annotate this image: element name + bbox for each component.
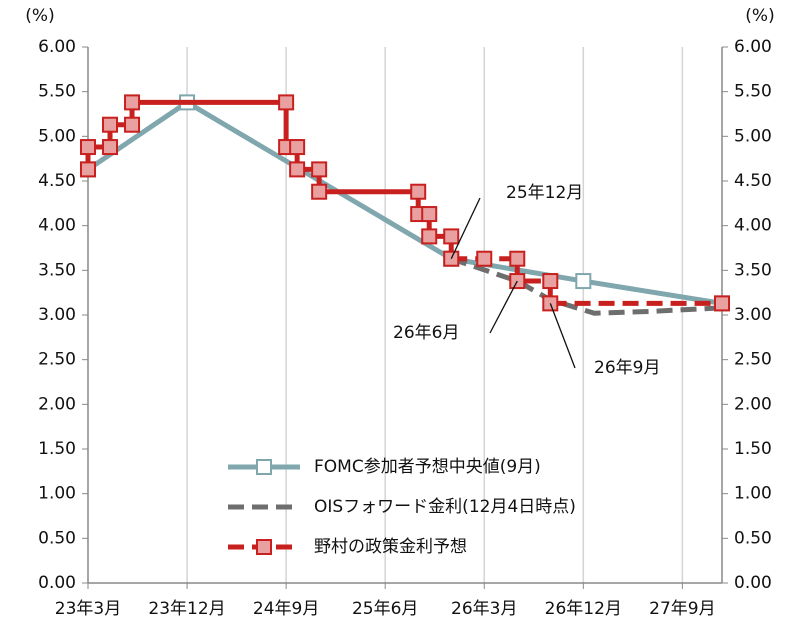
series-marker	[421, 228, 438, 245]
y-tick-label: 2.50	[38, 350, 76, 370]
x-tick-label: 26年12月	[545, 599, 622, 619]
series-marker	[410, 183, 427, 200]
y-unit-right: (%)	[745, 6, 774, 26]
series-line	[85, 99, 454, 259]
annotation-text: 26年9月	[594, 358, 660, 378]
y-unit-left: (%)	[25, 6, 54, 26]
y-tick-label: 1.00	[38, 484, 76, 504]
y2-tick-label: 3.50	[734, 260, 772, 280]
series-marker	[102, 116, 119, 133]
y-tick-label: 5.50	[38, 82, 76, 102]
x-tick-label: 24年9月	[253, 599, 319, 619]
legend-marker	[256, 539, 272, 555]
y-tick-label: 4.00	[38, 216, 76, 236]
series-marker	[289, 139, 306, 156]
legend-label: 野村の政策金利予想	[314, 537, 467, 557]
series-line	[86, 99, 723, 306]
y-tick-label: 5.00	[38, 126, 76, 146]
series-marker	[714, 295, 730, 312]
series-marker	[102, 139, 119, 156]
series-marker	[80, 161, 96, 178]
series-marker	[509, 250, 526, 267]
y2-tick-label: 4.50	[734, 171, 772, 191]
series-marker	[311, 161, 328, 178]
y2-tick-label: 1.50	[734, 439, 772, 459]
y2-tick-label: 5.50	[734, 82, 772, 102]
series-marker	[421, 206, 438, 223]
y-tick-label: 1.50	[38, 439, 76, 459]
y2-tick-label: 2.50	[734, 350, 772, 370]
y-tick-label: 6.00	[38, 37, 76, 57]
series-marker	[509, 273, 526, 290]
y-tick-label: 0.00	[38, 573, 76, 593]
annotation-text: 25年12月	[506, 183, 583, 203]
x-tick-label: 23年3月	[55, 599, 121, 619]
series-marker	[443, 228, 460, 245]
series-marker	[542, 273, 559, 290]
y-tick-label: 4.50	[38, 171, 76, 191]
annotation-leader	[489, 280, 518, 334]
y2-tick-label: 0.00	[734, 573, 772, 593]
y-tick-label: 3.00	[38, 305, 76, 325]
series-marker	[80, 139, 96, 156]
y2-tick-label: 3.00	[734, 305, 772, 325]
x-tick-label: 25年6月	[352, 599, 418, 619]
y2-tick-label: 1.00	[734, 484, 772, 504]
series-marker	[476, 250, 493, 267]
series-marker	[311, 183, 328, 200]
x-tick-label: 27年9月	[649, 599, 715, 619]
y-tick-label: 2.00	[38, 394, 76, 414]
x-tick-label: 23年12月	[148, 599, 225, 619]
annotation-text: 26年6月	[393, 323, 459, 343]
y2-tick-label: 6.00	[734, 37, 772, 57]
series-line	[450, 256, 723, 316]
annotation-leader	[549, 303, 576, 369]
series-marker	[124, 116, 141, 133]
annotation-leader	[450, 197, 481, 259]
y2-tick-label: 4.00	[734, 216, 772, 236]
series-marker	[289, 161, 306, 178]
y2-tick-label: 2.00	[734, 394, 772, 414]
series-marker	[575, 273, 592, 290]
legend-marker	[256, 459, 272, 475]
legend-label: FOMC参加者予想中央値(9月)	[314, 457, 541, 477]
y-tick-label: 0.50	[38, 528, 76, 548]
legend-label: OISフォワード金利(12月4日時点)	[314, 497, 576, 517]
y2-tick-label: 5.00	[734, 126, 772, 146]
y2-tick-label: 0.50	[734, 528, 772, 548]
series-marker	[278, 94, 295, 111]
x-tick-label: 26年3月	[451, 599, 517, 619]
series-marker	[124, 94, 141, 111]
y-tick-label: 3.50	[38, 260, 76, 280]
